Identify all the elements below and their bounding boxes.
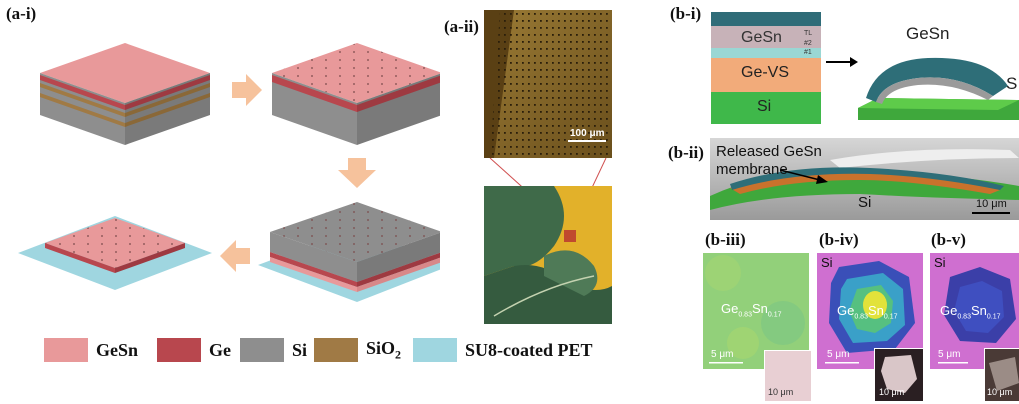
legend-swatch-sio2 <box>314 338 358 362</box>
composition-b-iii: Ge0.83Sn0.17 <box>721 301 782 319</box>
panel-label-b-v: (b-v) <box>931 230 966 249</box>
panel-label-b-i: (b-i) <box>670 4 702 23</box>
map-label-si-b-iv: Si <box>821 255 833 270</box>
process-flow-diagram <box>18 43 440 302</box>
layer-ge-vs <box>711 58 821 92</box>
map-b-iii: Ge0.83Sn0.17 5 μm <box>703 253 809 369</box>
panel-label-a-i: (a-i) <box>6 4 37 23</box>
stack-label-si: Si <box>757 98 772 115</box>
scale-bar-b-ii: 10 μm <box>976 198 1007 210</box>
legend-label-sio2: SiO2 <box>366 337 402 362</box>
stack-label-2: #2 <box>804 40 812 47</box>
scale-bar-b-iv: 5 μm <box>827 349 850 360</box>
composition-b-v: Ge0.83Sn0.17 <box>940 303 1001 321</box>
panel-label-a-ii: (a-ii) <box>444 17 479 36</box>
arrow-right-icon <box>826 57 858 67</box>
membrane-label-gesn: GeSn <box>906 24 950 43</box>
map-b-iv: Si Ge0.83Sn0.17 5 μm <box>817 253 923 369</box>
legend-swatch-pet <box>413 338 457 362</box>
block-transferred <box>258 202 440 302</box>
sem-label-si: Si <box>858 194 872 211</box>
layer-si <box>711 92 821 124</box>
stack-label-gesn: GeSn <box>741 29 782 46</box>
legend-label-gesn: GeSn <box>96 339 139 360</box>
legend-gesn: GeSn <box>44 337 138 363</box>
layer-1 <box>711 48 821 58</box>
stack-label-gevs: Ge-VS <box>741 64 790 81</box>
layer-stack-diagram: TL #2 #1 GeSn Ge-VS Si <box>711 12 821 124</box>
legend-ge: Ge <box>157 337 231 363</box>
sem-cross-section: Released GeSn membrane Si 10 μm <box>710 138 1019 220</box>
map-label-si-b-v: Si <box>934 255 946 270</box>
block-patterned <box>272 43 440 145</box>
arrow-down-icon <box>338 158 376 188</box>
annotation-released-gesn: Released GeSn <box>716 143 822 160</box>
layer-tl <box>711 12 821 26</box>
block-final-gesn-on-pet <box>18 216 212 290</box>
legend-si: Si <box>240 337 307 363</box>
annotation-arrow-icon <box>780 169 828 184</box>
substrate-label-s: S <box>1006 74 1018 93</box>
inset-scale-b-iii: 10 μm <box>768 387 794 397</box>
arrow-left-icon <box>220 240 250 272</box>
panel-label-b-ii: (b-ii) <box>668 143 704 162</box>
scale-bar-b-iii: 5 μm <box>711 349 734 360</box>
legend-swatch-ge <box>157 338 201 362</box>
micrograph-dot-array: 100 μm <box>484 10 612 158</box>
inset-scale-b-iv: 10 μm <box>879 387 905 397</box>
panel-label-b-iii: (b-iii) <box>705 230 746 249</box>
legend-label-pet: SU8-coated PET <box>465 339 593 360</box>
scale-bar-b-v: 5 μm <box>938 349 961 360</box>
inset-b-v: 10 μm <box>984 348 1019 402</box>
photo-flexible-sample <box>484 186 612 324</box>
stack-label-tl: TL <box>804 30 813 37</box>
inset-scale-b-v: 10 μm <box>987 387 1013 397</box>
legend-swatch-si <box>240 338 284 362</box>
legend-label-si: Si <box>292 339 308 360</box>
composition-b-iv: Ge0.83Sn0.17 <box>837 303 898 321</box>
block-initial-stack <box>40 43 210 145</box>
legend-pet: SU8-coated PET <box>413 337 593 363</box>
panel-label-b-iv: (b-iv) <box>819 230 859 249</box>
layer-gesn <box>711 26 821 48</box>
scale-bar-a-ii: 100 μm <box>570 128 605 139</box>
legend-sio2: SiO2 <box>314 337 401 363</box>
released-membrane-3d <box>858 57 1019 120</box>
stack-label-1: #1 <box>804 49 812 56</box>
inset-b-iii: 10 μm <box>764 350 812 402</box>
arrow-right-icon <box>232 74 262 106</box>
legend-swatch-gesn <box>44 338 88 362</box>
annotation-membrane: membrane <box>716 161 788 178</box>
legend-label-ge: Ge <box>209 339 231 360</box>
inset-b-iv: 10 μm <box>874 348 924 402</box>
